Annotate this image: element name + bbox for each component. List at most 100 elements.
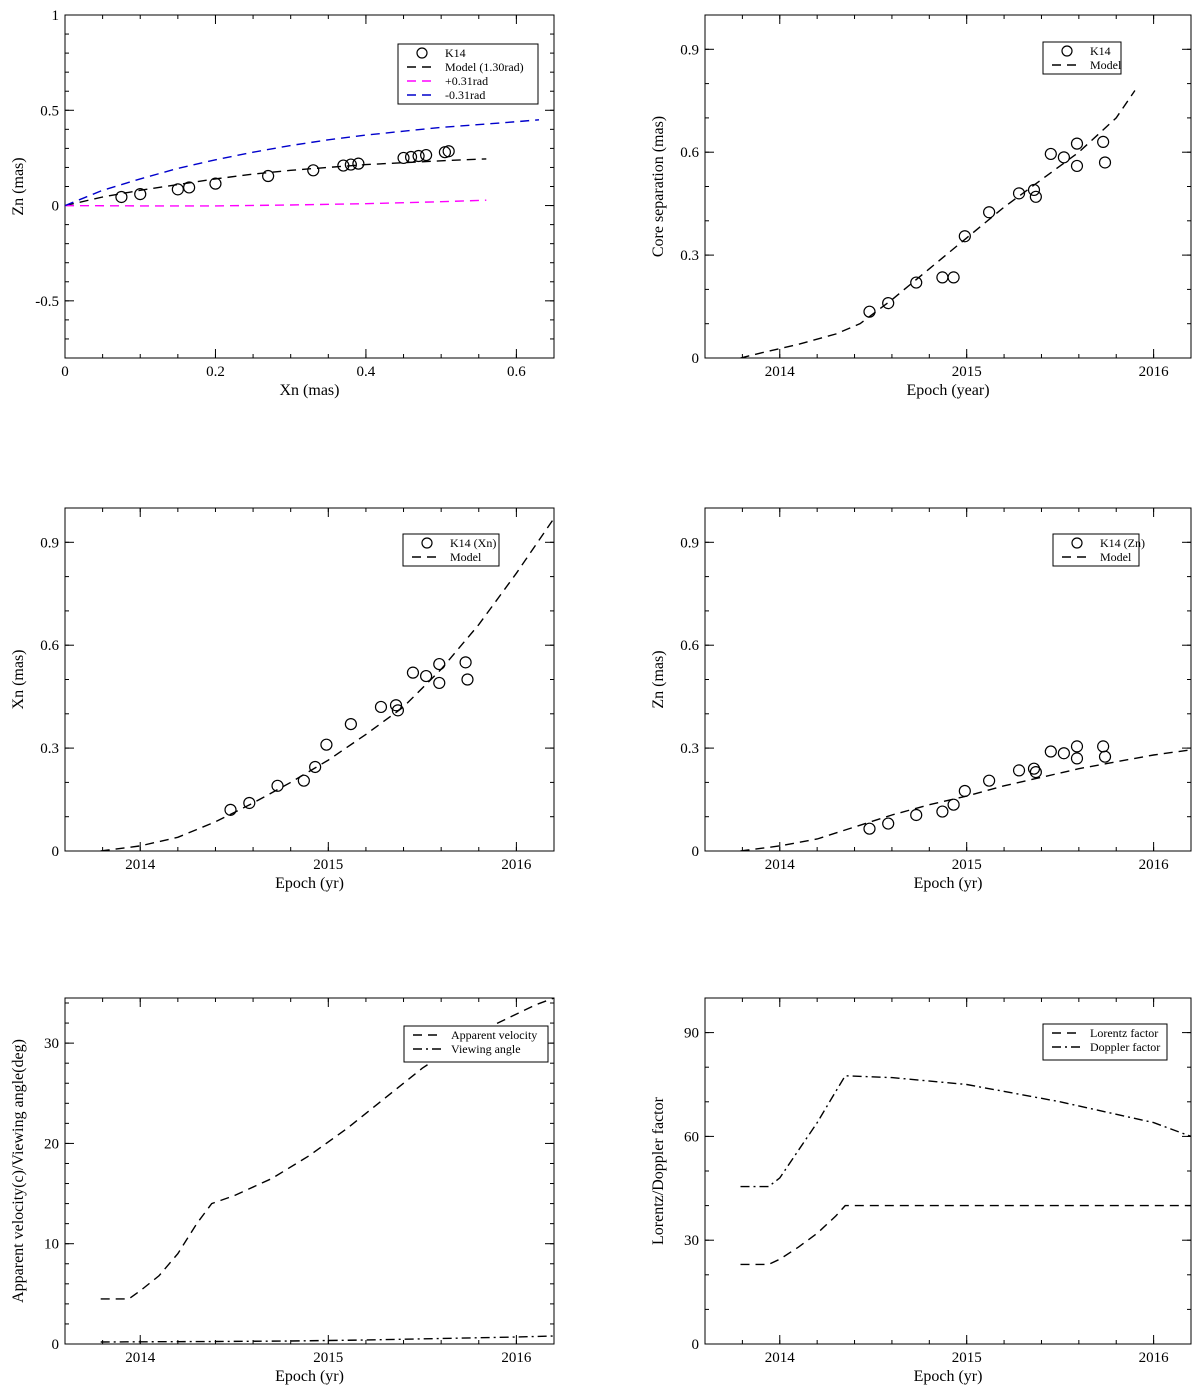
x-tick-label: 2016 (501, 1350, 532, 1366)
data-area (740, 1075, 1191, 1266)
data-area (740, 740, 1191, 851)
data-point (433, 676, 446, 690)
legend-symbol (421, 537, 433, 549)
chart-p1: 0 0.2 0.4 0.6 -0.5 0 0.5 1 Xn (mas) Zn (mas) K14Mo… (10, 8, 555, 399)
legend-box (1052, 533, 1140, 567)
y-tick-label: 0.9 (680, 42, 699, 58)
data-point (1057, 151, 1070, 164)
data-point (1097, 740, 1110, 753)
data-point (438, 146, 452, 159)
y-axis-label: Apparent velocity(c)/Viewing angle(deg) (10, 1039, 27, 1303)
data-point (406, 666, 420, 679)
data-point (374, 700, 388, 714)
data-point (1012, 764, 1026, 777)
y-tick-label: 0.6 (680, 145, 699, 161)
legend-box (403, 1025, 549, 1063)
x-axis-label: Epoch (year) (906, 382, 989, 399)
chart-p6: 2014 2015 2016 0 30 60 90 Epoch (yr) Lorentz/Dop… (650, 997, 1192, 1385)
x-axis-label: Epoch (yr) (914, 1368, 983, 1385)
legend-label: Apparent velocity (451, 1028, 537, 1042)
legend-symbol (416, 47, 428, 59)
legend-label: K14 (Xn) (450, 536, 496, 550)
data-point (307, 164, 320, 177)
series-line-viewing-angle (100, 1335, 554, 1343)
data-point (433, 657, 446, 671)
x-axis-label: Epoch (yr) (275, 1368, 344, 1385)
legend-label: +0.31rad (445, 74, 488, 88)
y-tick-label: 30 (44, 1036, 59, 1052)
data-point (936, 271, 949, 284)
data-point (115, 190, 128, 204)
data-point (391, 704, 404, 717)
x-tick-label: 2016 (1139, 857, 1170, 873)
chart-p5: 2014 2015 2016 0 10 20 30 Epoch (yr) Apparent ve… (10, 997, 555, 1385)
data-point (309, 760, 322, 774)
y-tick-label: 0.6 (680, 638, 699, 654)
y-tick-label: 10 (44, 1237, 59, 1253)
x-tick-label: 2015 (313, 1350, 343, 1366)
data-point (1044, 745, 1057, 758)
data-point (1029, 190, 1042, 203)
legend-symbol (1071, 537, 1083, 549)
data-point (863, 305, 876, 318)
x-tick-label: 0 (61, 364, 69, 380)
x-tick-label: 2016 (1139, 364, 1170, 380)
series-line-model (740, 749, 1191, 851)
x-tick-label: 0.6 (507, 364, 526, 380)
data-point (947, 798, 960, 811)
y-tick-label: -0.5 (35, 294, 59, 310)
data-point (1057, 747, 1070, 760)
series-line-0-31rad (65, 119, 540, 207)
data-point (412, 149, 425, 163)
y-tick-label: 0.6 (40, 638, 59, 654)
y-tick-label: 90 (684, 1026, 699, 1042)
data-point (297, 774, 310, 787)
x-tick-label: 2015 (952, 364, 982, 380)
chart-p4: 2014 2015 2016 0 0.3 0.6 0.9 Epoch (yr) Zn (mas)… (650, 507, 1192, 892)
series-line-model-1-30rad (65, 158, 487, 207)
data-point (1070, 137, 1084, 150)
data-point (1012, 187, 1026, 200)
data-area (740, 90, 1136, 358)
y-axis-label: Core separation (mas) (650, 116, 667, 257)
data-point (983, 774, 996, 787)
y-tick-label: 0 (692, 351, 700, 367)
legend-label: Doppler factor (1090, 1040, 1160, 1054)
data-point (882, 297, 895, 310)
data-point (209, 177, 222, 190)
legend-label: Model (1.30rad) (445, 60, 524, 74)
x-tick-label: 2014 (765, 1350, 796, 1366)
legend-label: Model (450, 550, 482, 564)
x-tick-label: 2015 (952, 1350, 982, 1366)
x-tick-label: 0.4 (357, 364, 376, 380)
legend-label: Model (1100, 550, 1132, 564)
x-axis-label: Epoch (yr) (914, 875, 983, 892)
chart-p2: 2014 2015 2016 0 0.3 0.6 0.9 Epoch (year) Core s… (650, 14, 1192, 399)
data-point (1044, 147, 1057, 161)
data-point (459, 656, 472, 669)
data-point (1029, 766, 1042, 779)
x-tick-label: 0.2 (206, 364, 225, 380)
data-point (1070, 752, 1084, 765)
data-point (947, 271, 960, 284)
legend-box (402, 533, 500, 567)
x-tick-label: 2014 (125, 1350, 156, 1366)
x-axis-label: Epoch (yr) (275, 875, 344, 892)
legend-symbol (1061, 45, 1073, 57)
data-point (224, 803, 237, 816)
data-point (863, 822, 876, 835)
data-point (183, 181, 196, 194)
y-tick-label: 0 (52, 1337, 60, 1353)
y-tick-label: 30 (684, 1233, 699, 1249)
legend-label: Model (1090, 58, 1122, 72)
data-point (320, 738, 333, 751)
legend-label: K14 (445, 46, 466, 60)
y-tick-label: 0 (52, 199, 60, 215)
y-tick-label: 1 (52, 8, 60, 24)
data-point (397, 151, 410, 165)
data-point (389, 699, 403, 712)
legend-label: K14 (1090, 44, 1111, 58)
